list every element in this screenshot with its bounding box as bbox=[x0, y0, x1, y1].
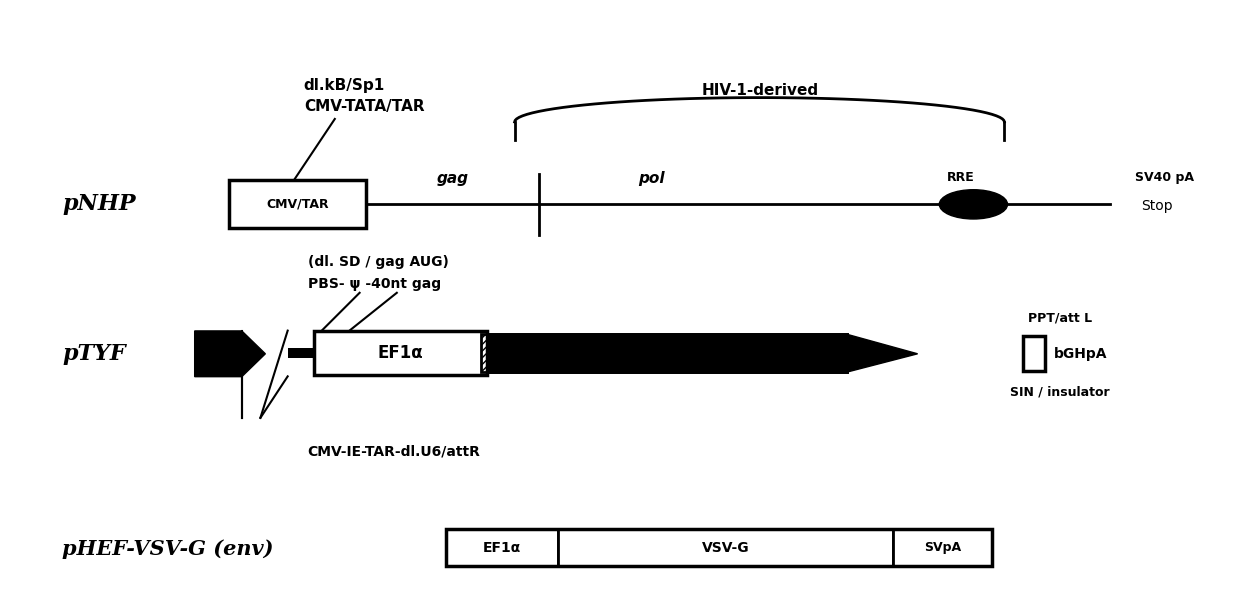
Text: SV40 pA: SV40 pA bbox=[1135, 171, 1194, 184]
Text: gag: gag bbox=[436, 171, 469, 186]
Text: VSV-G: VSV-G bbox=[702, 541, 749, 554]
Text: CMV-IE-TAR-dl.U6/attR: CMV-IE-TAR-dl.U6/attR bbox=[308, 445, 480, 458]
Text: PBS- ψ -40nt gag: PBS- ψ -40nt gag bbox=[308, 277, 440, 290]
FancyBboxPatch shape bbox=[1023, 336, 1045, 371]
Text: CMV/TAR: CMV/TAR bbox=[267, 197, 329, 210]
Text: bGHpA: bGHpA bbox=[1054, 347, 1107, 361]
Text: HIV-1-derived: HIV-1-derived bbox=[702, 82, 818, 98]
Text: pHEF-VSV-G (env): pHEF-VSV-G (env) bbox=[62, 539, 274, 559]
Text: pTYF: pTYF bbox=[62, 343, 125, 365]
Text: Stop: Stop bbox=[1141, 199, 1173, 213]
Text: dl.kB/Sp1: dl.kB/Sp1 bbox=[304, 78, 386, 93]
FancyBboxPatch shape bbox=[229, 180, 366, 228]
Ellipse shape bbox=[940, 190, 1008, 219]
Text: RRE: RRE bbox=[947, 171, 975, 184]
FancyBboxPatch shape bbox=[446, 529, 558, 566]
Polygon shape bbox=[847, 334, 918, 372]
Text: SVpA: SVpA bbox=[924, 541, 961, 554]
Text: EF1α: EF1α bbox=[484, 541, 521, 554]
Text: EF1α: EF1α bbox=[378, 344, 423, 362]
Text: (dl. SD / gag AUG): (dl. SD / gag AUG) bbox=[308, 256, 449, 269]
FancyBboxPatch shape bbox=[288, 348, 320, 358]
Text: PPT/att L: PPT/att L bbox=[1028, 312, 1092, 325]
Polygon shape bbox=[195, 331, 265, 376]
FancyBboxPatch shape bbox=[558, 529, 893, 566]
Text: pol: pol bbox=[637, 171, 665, 186]
FancyBboxPatch shape bbox=[481, 334, 847, 372]
Text: pNHP: pNHP bbox=[62, 193, 135, 215]
FancyBboxPatch shape bbox=[314, 331, 487, 375]
FancyBboxPatch shape bbox=[893, 529, 992, 566]
Text: CMV-TATA/TAR: CMV-TATA/TAR bbox=[304, 99, 424, 114]
Text: SIN / insulator: SIN / insulator bbox=[1011, 386, 1110, 398]
